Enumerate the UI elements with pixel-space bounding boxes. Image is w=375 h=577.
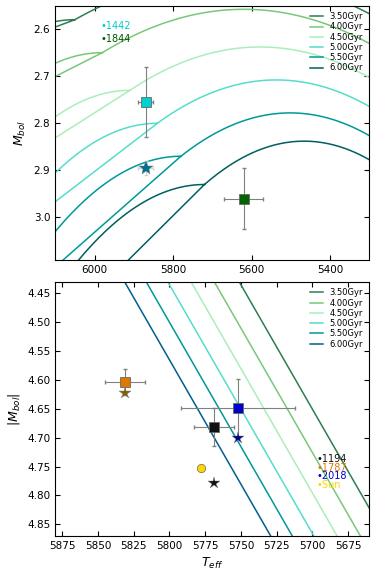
Y-axis label: |M$_{bol}$|: |M$_{bol}$|	[6, 392, 21, 425]
Text: •1442: •1442	[100, 21, 131, 31]
Text: •Sun: •Sun	[316, 480, 341, 490]
Text: •2018: •2018	[316, 471, 347, 481]
Y-axis label: M$_{bol}$: M$_{bol}$	[13, 119, 28, 146]
Legend: 3.50Gyr, 4.00Gyr, 4.50Gyr, 5.00Gyr, 5.50Gyr, 6.00Gyr: 3.50Gyr, 4.00Gyr, 4.50Gyr, 5.00Gyr, 5.50…	[308, 10, 365, 75]
X-axis label: T$_{eff}$: T$_{eff}$	[201, 556, 223, 571]
Legend: 3.50Gyr, 4.00Gyr, 4.50Gyr, 5.00Gyr, 5.50Gyr, 6.00Gyr: 3.50Gyr, 4.00Gyr, 4.50Gyr, 5.00Gyr, 5.50…	[308, 286, 365, 351]
Text: •1844: •1844	[100, 35, 131, 44]
Text: •1787: •1787	[316, 463, 347, 473]
Text: •1194: •1194	[316, 454, 347, 464]
